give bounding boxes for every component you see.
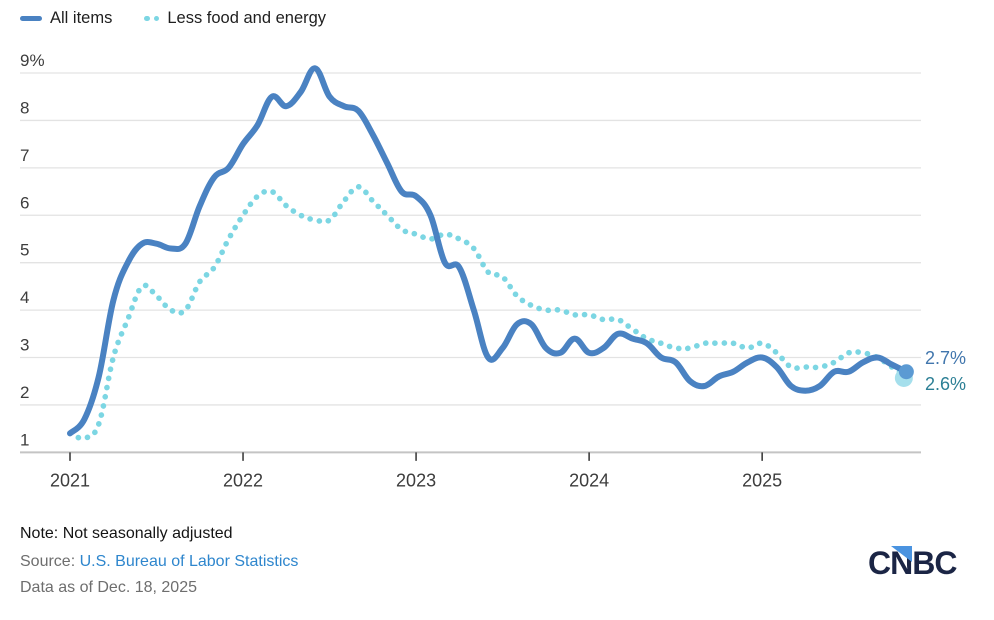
less-food-energy-dots-swatch [144,15,160,22]
source-link[interactable]: U.S. Bureau of Labor Statistics [79,553,299,570]
x-axis: 2021 2022 2023 2024 2025 [50,452,782,490]
legend-label-less-food-energy: Less food and energy [167,9,327,27]
less-food-energy-end-label: 2.6% [925,374,966,394]
cnbc-logo-text: CNBC [868,545,957,581]
x-axis-year-label: 2025 [742,470,782,490]
y-axis-label: 7 [20,146,29,165]
y-axis-label: 2 [20,383,29,402]
y-axis-label: 5 [20,241,29,260]
x-axis-year-label: 2024 [569,470,609,490]
all-items-end-dot [898,364,914,380]
all-items-line [67,65,910,437]
source-prefix: Source: [20,553,80,570]
y-axis-label: 4 [20,288,29,307]
chart-legend: All items Less food and energy [20,9,326,28]
y-axis-label: 6 [20,193,29,212]
x-axis-year-label: 2023 [396,470,436,490]
y-axis-label: 1 [20,430,29,449]
inflation-line-chart: 9% 8 7 6 5 4 3 2 1 2021 2022 2023 2024 2025 2.7% 2.6% [20,51,966,490]
legend-item-all-items[interactable]: All items [20,9,112,28]
y-axis-label: 8 [20,98,29,117]
data-as-of: Data as of Dec. 18, 2025 [20,579,197,596]
legend-label-all-items: All items [50,9,113,27]
all-items-end-label: 2.7% [925,348,966,368]
cnbc-logo[interactable]: CNBC [868,545,978,585]
legend-item-less-food-energy[interactable]: Less food and energy [144,9,326,28]
less-food-energy-line [67,183,910,442]
y-axis-label: 3 [20,336,29,355]
y-axis-label: 9% [20,51,45,70]
gridlines: 9% 8 7 6 5 4 3 2 1 [20,51,921,454]
chart-note: Note: Not seasonally adjusted [20,525,233,542]
all-items-line-swatch [20,16,42,21]
chart-source: Source: U.S. Bureau of Labor Statistics [20,553,298,571]
x-axis-year-label: 2022 [223,470,263,490]
x-axis-year-label: 2021 [50,470,90,490]
